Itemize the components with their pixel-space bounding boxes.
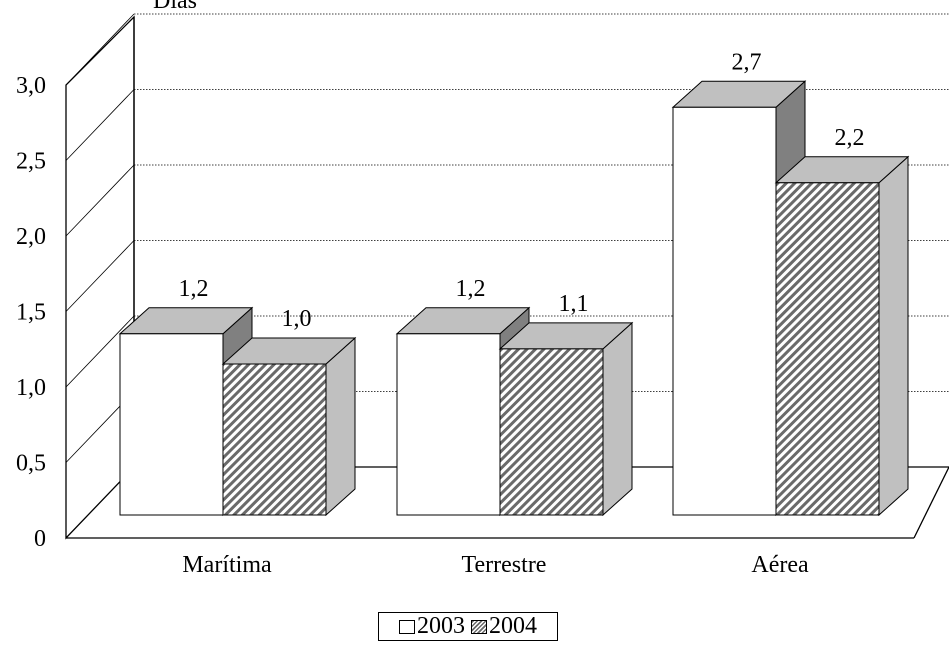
data-label: 2,7 bbox=[732, 49, 762, 75]
bar-2004-2: 2,2 bbox=[774, 125, 910, 517]
y-tick-label: 1,5 bbox=[16, 300, 46, 326]
legend: 2003 2004 bbox=[378, 612, 558, 641]
x-tick-label: Aérea bbox=[751, 552, 809, 578]
gridline-diagonal bbox=[65, 315, 135, 388]
bar-side bbox=[325, 336, 356, 517]
y-tick-label: 0,5 bbox=[16, 451, 46, 477]
y-tick-label: 2,0 bbox=[16, 224, 46, 250]
gridline-diagonal bbox=[65, 164, 135, 237]
bar-side bbox=[602, 321, 633, 517]
floor-right-edge bbox=[913, 466, 949, 539]
legend-swatch-2004 bbox=[471, 619, 487, 634]
data-label: 1,0 bbox=[282, 306, 312, 332]
y-axis-ticks: 0 0,5 1,0 1,5 2,0 2,5 3,0 bbox=[16, 73, 46, 552]
y-tick-label: 3,0 bbox=[16, 73, 46, 99]
bar-front bbox=[672, 106, 777, 516]
gridline-diagonal bbox=[65, 240, 135, 312]
legend-swatch-2003 bbox=[399, 619, 415, 634]
bars: 1,2 1,0 1,2 1,1 2,7 2,2 bbox=[118, 49, 910, 517]
data-label: 2,2 bbox=[835, 125, 865, 151]
legend-label-2003: 2003 bbox=[417, 613, 465, 639]
bar-front bbox=[119, 333, 224, 516]
y-tick-label: 1,0 bbox=[16, 375, 46, 401]
bar-2004-1: 1,1 bbox=[498, 291, 634, 517]
bar-front bbox=[396, 333, 501, 516]
y-tick-label: 2,5 bbox=[16, 149, 46, 175]
x-tick-label: Marítima bbox=[182, 552, 272, 578]
legend-label-2004: 2004 bbox=[489, 613, 537, 639]
y-axis-label: Días bbox=[153, 0, 197, 14]
data-label: 1,2 bbox=[456, 276, 486, 302]
bar-2004-0: 1,0 bbox=[221, 306, 357, 517]
x-tick-label: Terrestre bbox=[462, 552, 547, 578]
bar-front bbox=[222, 363, 327, 516]
y-tick-label: 0 bbox=[34, 526, 46, 552]
bar-side bbox=[878, 155, 909, 517]
gridline-diagonal bbox=[65, 89, 135, 161]
data-label: 1,1 bbox=[559, 291, 589, 317]
bar-front bbox=[499, 348, 604, 516]
legend-item-2004: 2004 bbox=[471, 613, 537, 640]
data-label: 1,2 bbox=[179, 276, 209, 302]
legend-item-2003: 2003 bbox=[399, 613, 465, 640]
x-axis-ticks: Marítima Terrestre Aérea bbox=[182, 552, 809, 578]
bar-front bbox=[775, 182, 880, 516]
gridline-diagonal bbox=[65, 13, 135, 86]
